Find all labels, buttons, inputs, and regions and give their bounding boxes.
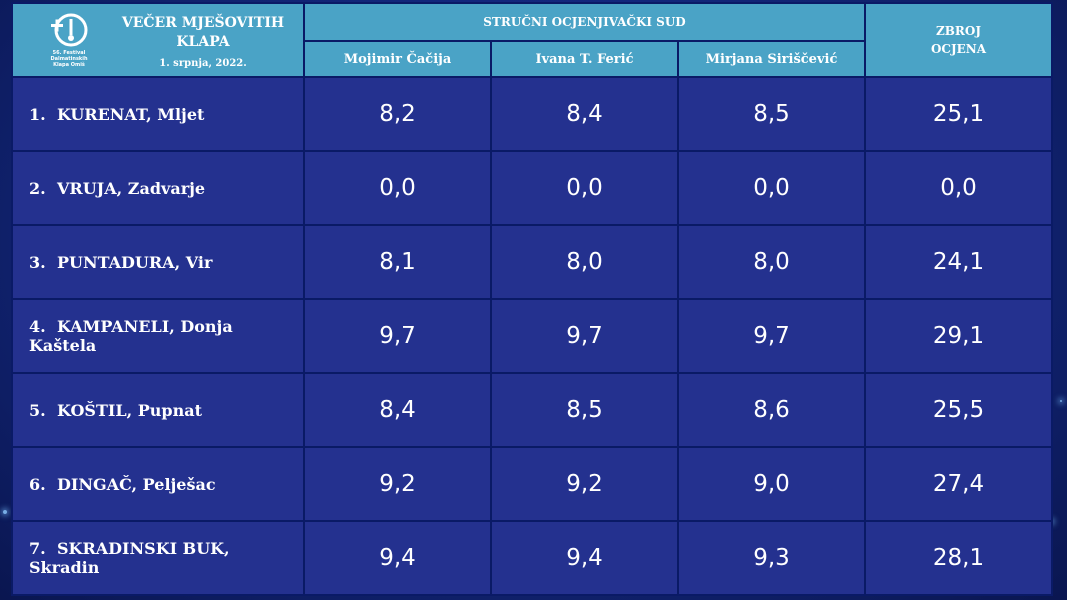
score-cell: 9,3 [677,520,866,596]
rank-number: 4. [29,317,46,336]
sparkle-decoration [3,510,7,514]
score-cell: 9,7 [677,298,866,374]
table-row: 6. DINGAČ, Pelješac 9,2 9,2 9,0 27,4 [11,446,1053,522]
score-cell: 9,4 [490,520,679,596]
score-cell: 8,6 [677,372,866,448]
score-cell: 0,0 [677,150,866,226]
event-header: 56. Festival Dalmatinskih Klapa Omiš VEČ… [11,2,305,78]
score-cell: 8,0 [490,224,679,300]
table-row: 3. PUNTADURA, Vir 8,1 8,0 8,0 24,1 [11,224,1053,300]
score-cell: 9,2 [490,446,679,522]
klapa-name: PUNTADURA, Vir [57,252,213,272]
klapa-name: DINGAČ, Pelješac [57,474,216,494]
table-row: 5. KOŠTIL, Pupnat 8,4 8,5 8,6 25,5 [11,372,1053,448]
klapa-name: VRUJA, Zadvarje [57,178,206,198]
table-row: 7. SKRADINSKI BUK, Skradin 9,4 9,4 9,3 28… [11,520,1053,596]
score-cell: 8,1 [303,224,492,300]
klapa-name-cell: 2. VRUJA, Zadvarje [11,150,305,226]
klapa-name-cell: 3. PUNTADURA, Vir [11,224,305,300]
total-cell: 25,5 [864,372,1053,448]
total-cell: 28,1 [864,520,1053,596]
sum-title: ZBROJ OCJENA [864,2,1053,78]
judge-name: Mojimir Čačija [303,40,492,78]
score-cell: 0,0 [303,150,492,226]
score-cell: 9,7 [303,298,492,374]
logo-text-line: 56. Festival [52,50,86,56]
sum-title-line: ZBROJ [935,24,981,38]
score-cell: 9,2 [303,446,492,522]
event-title-line: KLAPA [176,34,230,50]
score-cell: 8,5 [677,76,866,152]
logo-text-line: Klapa Omiš [53,62,85,68]
rank-number: 3. [29,252,46,272]
table-row: 2. VRUJA, Zadvarje 0,0 0,0 0,0 0,0 [11,150,1053,226]
klapa-name-cell: 7. SKRADINSKI BUK, Skradin [11,520,305,596]
event-title: VEČER MJEŠOVITIH KLAPA [113,14,293,52]
total-cell: 25,1 [864,76,1053,152]
klapa-name: SKRADINSKI BUK, Skradin [29,539,230,577]
jury-title: STRUČNI OCJENJIVAČKI SUD [303,1,866,43]
rank-number: 2. [29,178,46,198]
table-row: 4. KAMPANELI, Donja Kaštela 9,7 9,7 9,7 2… [11,298,1053,374]
score-cell: 8,5 [490,372,679,448]
klapa-name-cell: 1. KURENAT, Mljet [11,76,305,152]
klapa-name: KURENAT, Mljet [57,104,205,124]
rank-number: 7. [29,539,46,558]
score-cell: 8,4 [490,76,679,152]
table-row: 1. KURENAT, Mljet 8,2 8,4 8,5 25,1 [11,76,1053,152]
score-cell: 9,7 [490,298,679,374]
festival-logo-icon [51,13,88,47]
total-cell: 29,1 [864,298,1053,374]
event-date: 1. srpnja, 2022. [159,58,247,69]
klapa-name-cell: 5. KOŠTIL, Pupnat [11,372,305,448]
klapa-name: KAMPANELI, Donja Kaštela [29,317,233,355]
total-cell: 24,1 [864,224,1053,300]
event-title-line: VEČER MJEŠOVITIH [121,15,285,31]
results-table: 56. Festival Dalmatinskih Klapa Omiš VEČ… [11,1,1053,596]
sparkle-decoration [1060,400,1062,402]
score-cell: 9,4 [303,520,492,596]
total-cell: 27,4 [864,446,1053,522]
score-cell: 8,4 [303,372,492,448]
rank-number: 6. [29,474,46,494]
rank-number: 1. [29,104,46,124]
judge-name: Mirjana Siriščević [677,40,866,78]
score-cell: 8,0 [677,224,866,300]
festival-logo: 56. Festival Dalmatinskih Klapa Omiš [39,10,99,74]
header-row: 56. Festival Dalmatinskih Klapa Omiš VEČ… [11,1,1053,78]
score-cell: 9,0 [677,446,866,522]
sum-title-line: OCJENA [930,42,987,56]
judge-name: Ivana T. Ferić [490,40,679,78]
klapa-name-cell: 4. KAMPANELI, Donja Kaštela [11,298,305,374]
score-cell: 0,0 [490,150,679,226]
score-cell: 8,2 [303,76,492,152]
logo-text-line: Dalmatinskih [50,56,88,62]
total-cell: 0,0 [864,150,1053,226]
judges-row: Mojimir Čačija Ivana T. Ferić Mirjana Si… [12,40,1052,78]
rank-number: 5. [29,400,46,420]
klapa-name-cell: 6. DINGAČ, Pelješac [11,446,305,522]
klapa-name: KOŠTIL, Pupnat [57,400,202,420]
